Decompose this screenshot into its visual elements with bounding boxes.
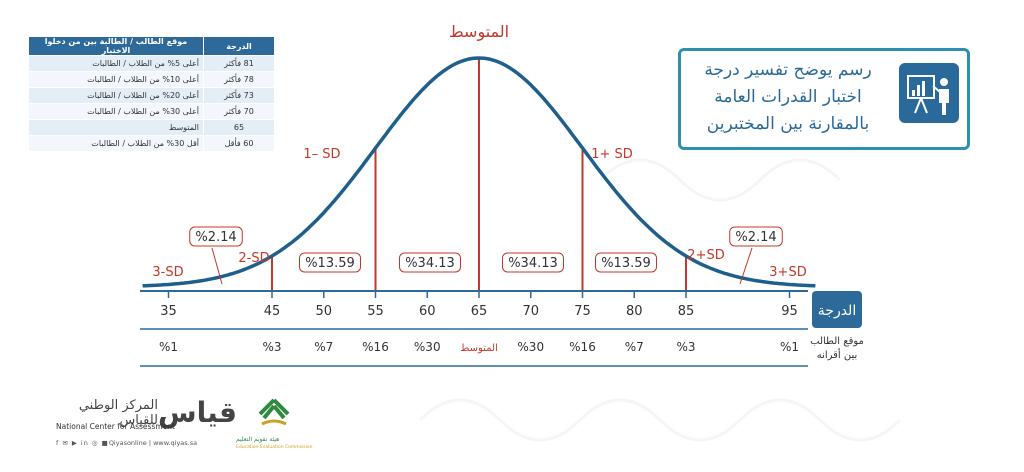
percentile-label: %16 — [362, 340, 389, 354]
table-row: 70 فأكثر أعلى 30% من الطلاب / الطالبات — [28, 103, 275, 120]
cell-score: 78 فأكثر — [203, 71, 275, 88]
region-percent: %34.13 — [508, 256, 558, 271]
cell-position: أعلى 30% من الطلاب / الطالبات — [28, 103, 204, 120]
score-label: 55 — [367, 304, 384, 319]
table-row: 65 المتوسط — [28, 119, 275, 136]
score-label: 85 — [678, 304, 695, 319]
percent-box — [502, 252, 564, 273]
social-icons: f ✉ ▶ in ◎ ■ — [56, 439, 109, 447]
table-header-row: الدرجة موقع الطالب / الطالبة بين من دخلو… — [28, 36, 275, 56]
header-score: الدرجة — [203, 36, 275, 56]
score-label: 35 — [160, 304, 177, 319]
bell-curve — [142, 56, 816, 288]
score-label: 45 — [264, 304, 281, 319]
region-percent: %2.14 — [195, 230, 236, 245]
title-line-2: اختبار القدرات العامة — [714, 87, 862, 107]
score-label: 95 — [781, 304, 798, 319]
region-percent: %13.59 — [601, 256, 651, 271]
mean-label: المتوسط — [449, 22, 509, 42]
sd-label: 2+SD — [687, 248, 724, 263]
cell-position: المتوسط — [28, 119, 204, 136]
sd-lines — [271, 58, 687, 291]
score-label: 60 — [419, 304, 436, 319]
sd-labels: 3-SD 2-SD 1– SD 1+ SD 2+SD 3+SD — [152, 147, 806, 280]
score-label: 75 — [574, 304, 591, 319]
score-label: 65 — [471, 304, 488, 319]
percent-box — [299, 252, 361, 273]
presentation-chart-icon — [899, 63, 959, 123]
percentile-label: %30 — [414, 340, 441, 354]
title-box: رسم يوضح تفسير درجة اختبار القدرات العام… — [678, 48, 970, 150]
qiyas-logo-en: National Center for Assessment — [56, 422, 175, 431]
score-interpretation-table: الدرجة موقع الطالب / الطالبة بين من دخلو… — [28, 36, 275, 152]
cell-position: أعلى 5% من الطلاب / الطالبات — [28, 55, 204, 72]
percentile-labels: %1 %3 %7 %16 %30 المتوسط %30 %16 %7 %3 %1 — [159, 340, 799, 354]
score-label: 70 — [522, 304, 539, 319]
degree-label-box — [812, 291, 862, 328]
cell-score: 81 فأكثر — [203, 55, 275, 72]
sd-label: 3+SD — [769, 265, 806, 280]
header-position: موقع الطالب / الطالبة بين من دخلوا الاخت… — [28, 36, 204, 56]
tail-pointer — [739, 247, 753, 285]
tail-pointer — [211, 247, 223, 285]
eec-logo-icon — [258, 398, 290, 426]
title-line-1: رسم يوضح تفسير درجة — [704, 60, 872, 80]
degree-label: الدرجة — [818, 303, 856, 319]
cell-position: أقل 30% من الطلاب / الطالبات — [28, 135, 204, 152]
table-row: 73 فأكثر أعلى 20% من الطلاب / الطالبات — [28, 87, 275, 104]
qiyas-logo-name: المركز الوطني للقياس — [78, 398, 158, 428]
region-percent-labels: %2.14 %13.59 %34.13 %34.13 %13.59 %2.14 — [189, 226, 783, 285]
qiyas-logo-mark: قياس — [158, 396, 237, 429]
table-row: 60 فأقل أقل 30% من الطلاب / الطالبات — [28, 135, 275, 152]
cell-position: أعلى 20% من الطلاب / الطالبات — [28, 87, 204, 104]
eec-logo-ar: هيئة تقويم التعليم — [236, 436, 280, 443]
sd-label: 1+ SD — [591, 147, 633, 162]
position-label-line2: بين أقرانه — [817, 348, 858, 361]
region-percent: %2.14 — [735, 230, 776, 245]
score-label: 50 — [315, 304, 332, 319]
cell-position: أعلى 10% من الطلاب / الطالبات — [28, 71, 204, 88]
percent-box — [189, 226, 243, 247]
percentile-label: %7 — [314, 340, 333, 354]
cell-score: 70 فأكثر — [203, 103, 275, 120]
score-label: 80 — [626, 304, 643, 319]
percentile-label: %1 — [780, 340, 799, 354]
region-percent: %13.59 — [305, 256, 355, 271]
cell-score: 73 فأكثر — [203, 87, 275, 104]
chart-title: رسم يوضح تفسير درجة اختبار القدرات العام… — [683, 57, 893, 138]
percentile-label: %3 — [262, 340, 281, 354]
region-percent: %34.13 — [405, 256, 455, 271]
cell-score: 60 فأقل — [203, 135, 275, 152]
percentile-label: %1 — [159, 340, 178, 354]
cell-score: 65 — [203, 119, 275, 136]
percentile-label: %3 — [676, 340, 695, 354]
qiyas-social-text: Qiyasonline | www.qiyas.sa — [108, 439, 198, 447]
score-ticks: 35 45 50 55 60 65 70 75 80 85 95 — [160, 291, 798, 319]
table-row: 78 فأكثر أعلى 10% من الطلاب / الطالبات — [28, 71, 275, 88]
table-row: 81 فأكثر أعلى 5% من الطلاب / الطالبات — [28, 55, 275, 72]
qiyas-social-links: f ✉ ▶ in ◎ ■ Qiyasonline | www.qiyas.sa — [56, 439, 197, 447]
percent-box — [729, 226, 783, 247]
scale-bar: 35 45 50 55 60 65 70 75 80 85 95 %1 %3 %7 %16 %30 المتو… — [140, 290, 864, 367]
percentile-label: %16 — [569, 340, 596, 354]
position-label-line1: موقع الطالب — [810, 336, 864, 347]
percentile-label: %30 — [517, 340, 544, 354]
sd-label: 2-SD — [238, 251, 269, 266]
percent-box — [595, 252, 657, 273]
watermark — [418, 158, 902, 442]
sd-label: 3-SD — [152, 265, 183, 280]
title-line-3: بالمقارنة بين المختبرين — [706, 114, 870, 134]
eec-logo-en: Education Evaluation Commission — [236, 445, 313, 450]
percentile-label: %7 — [625, 340, 644, 354]
percentile-label: المتوسط — [460, 343, 498, 354]
percent-box — [399, 252, 461, 273]
sd-label: 1– SD — [303, 147, 340, 162]
